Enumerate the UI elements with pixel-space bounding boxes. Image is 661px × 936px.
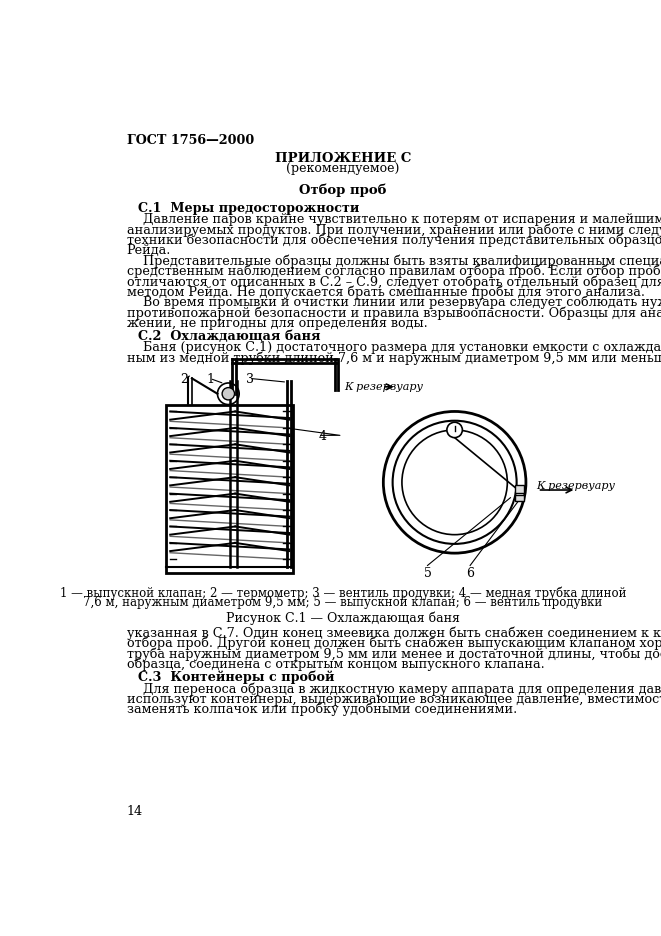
Text: методом Рейда. Не допускается брать смешанные пробы для этого анализа.: методом Рейда. Не допускается брать смеш… (127, 285, 644, 300)
Text: жении, не пригодны для определения воды.: жении, не пригодны для определения воды. (127, 316, 428, 329)
Text: техники безопасности для обеспечения получения представительных образцов для опр: техники безопасности для обеспечения пол… (127, 234, 661, 247)
Circle shape (447, 422, 463, 438)
Text: 1: 1 (207, 373, 215, 386)
Text: Отбор проб: Отбор проб (299, 184, 387, 197)
Text: К резервуару: К резервуару (536, 481, 615, 490)
Text: 6: 6 (466, 567, 474, 580)
Text: используют контейнеры, выдерживающие возникающее давление, вместимостью 1 дм³, у: используют контейнеры, выдерживающие воз… (127, 693, 661, 706)
Text: С.2  Охлаждающая баня: С.2 Охлаждающая баня (137, 330, 320, 344)
Text: К резервуару: К резервуару (344, 382, 423, 392)
Text: Рейда.: Рейда. (127, 244, 171, 257)
Text: образца, соединена с открытым концом выпускного клапана.: образца, соединена с открытым концом вып… (127, 657, 545, 671)
Text: Баня (рисунок С.1) достаточного размера для установки емкости с охлаждающим змее: Баня (рисунок С.1) достаточного размера … (127, 342, 661, 355)
Text: ным из медной трубки длиной 7,6 м и наружным диаметром 9,5 мм или меньше, если п: ным из медной трубки длиной 7,6 м и нару… (127, 352, 661, 365)
Text: С.1  Меры предосторожности: С.1 Меры предосторожности (137, 201, 359, 214)
Text: 3: 3 (246, 373, 254, 386)
Text: отбора проб. Другой конец должен быть снабжен выпускающим клапаном хорошего каче: отбора проб. Другой конец должен быть сн… (127, 636, 661, 651)
Text: 7,6 м, наружным диаметром 9,5 мм; 5 — выпускной клапан; 6 — вентиль продувки: 7,6 м, наружным диаметром 9,5 мм; 5 — вы… (83, 596, 603, 609)
Text: Для переноса образца в жидкостную камеру аппарата для определения давления насыщ: Для переноса образца в жидкостную камеру… (127, 682, 661, 695)
Bar (515, 486, 524, 493)
Text: труба наружным диаметром 9,5 мм или менее и достаточной длины, чтобы достигнуть : труба наружным диаметром 9,5 мм или мене… (127, 647, 661, 661)
Text: противопожарной безопасности и правила взрывоопасности. Образцы для анализа, опи: противопожарной безопасности и правила в… (127, 306, 661, 320)
Text: 14: 14 (127, 805, 143, 818)
Text: средственным наблюдением согласно правилам отбора проб. Если отбор проб или треб: средственным наблюдением согласно правил… (127, 265, 661, 278)
Text: 1 — выпускной клапан; 2 — термометр; 3 — вентиль продувки; 4 — медная трубка дли: 1 — выпускной клапан; 2 — термометр; 3 —… (59, 586, 626, 600)
Text: отличаются от описанных в С.2 – С.9, следует отобрать отдельный образец для испы: отличаются от описанных в С.2 – С.9, сле… (127, 275, 661, 288)
Text: Представительные образцы должны быть взяты квалифицированным специалистом или по: Представительные образцы должны быть взя… (127, 255, 661, 268)
Text: ГОСТ 1756—2000: ГОСТ 1756—2000 (127, 134, 254, 147)
Text: ПРИЛОЖЕНИЕ С: ПРИЛОЖЕНИЕ С (275, 153, 411, 166)
Text: 5: 5 (424, 567, 432, 580)
Bar (167, 405, 293, 573)
Text: указанная в С.7. Один конец змеевика должен быть снабжен соединением к клапану и: указанная в С.7. Один конец змеевика дол… (127, 626, 661, 640)
Bar (515, 494, 524, 501)
Text: Давление паров крайне чувствительно к потерям от испарения и малейшим изменениям: Давление паров крайне чувствительно к по… (127, 212, 661, 226)
Text: 4: 4 (318, 430, 327, 443)
Text: (рекомендуемое): (рекомендуемое) (286, 162, 400, 175)
Text: Во время промывки и очистки линии или резервуара следует соблюдать нужные предпи: Во время промывки и очистки линии или ре… (127, 296, 661, 310)
Circle shape (222, 388, 235, 400)
Text: заменять колпачок или пробку удобными соединениями.: заменять колпачок или пробку удобными со… (127, 703, 517, 716)
Text: анализируемых продуктов. При получении, хранении или работе с ними следует соблю: анализируемых продуктов. При получении, … (127, 223, 661, 237)
Text: Рисунок С.1 — Охлаждающая баня: Рисунок С.1 — Охлаждающая баня (226, 611, 460, 625)
Text: 2: 2 (180, 373, 188, 386)
Text: С.3  Контейнеры с пробой: С.3 Контейнеры с пробой (137, 671, 334, 684)
